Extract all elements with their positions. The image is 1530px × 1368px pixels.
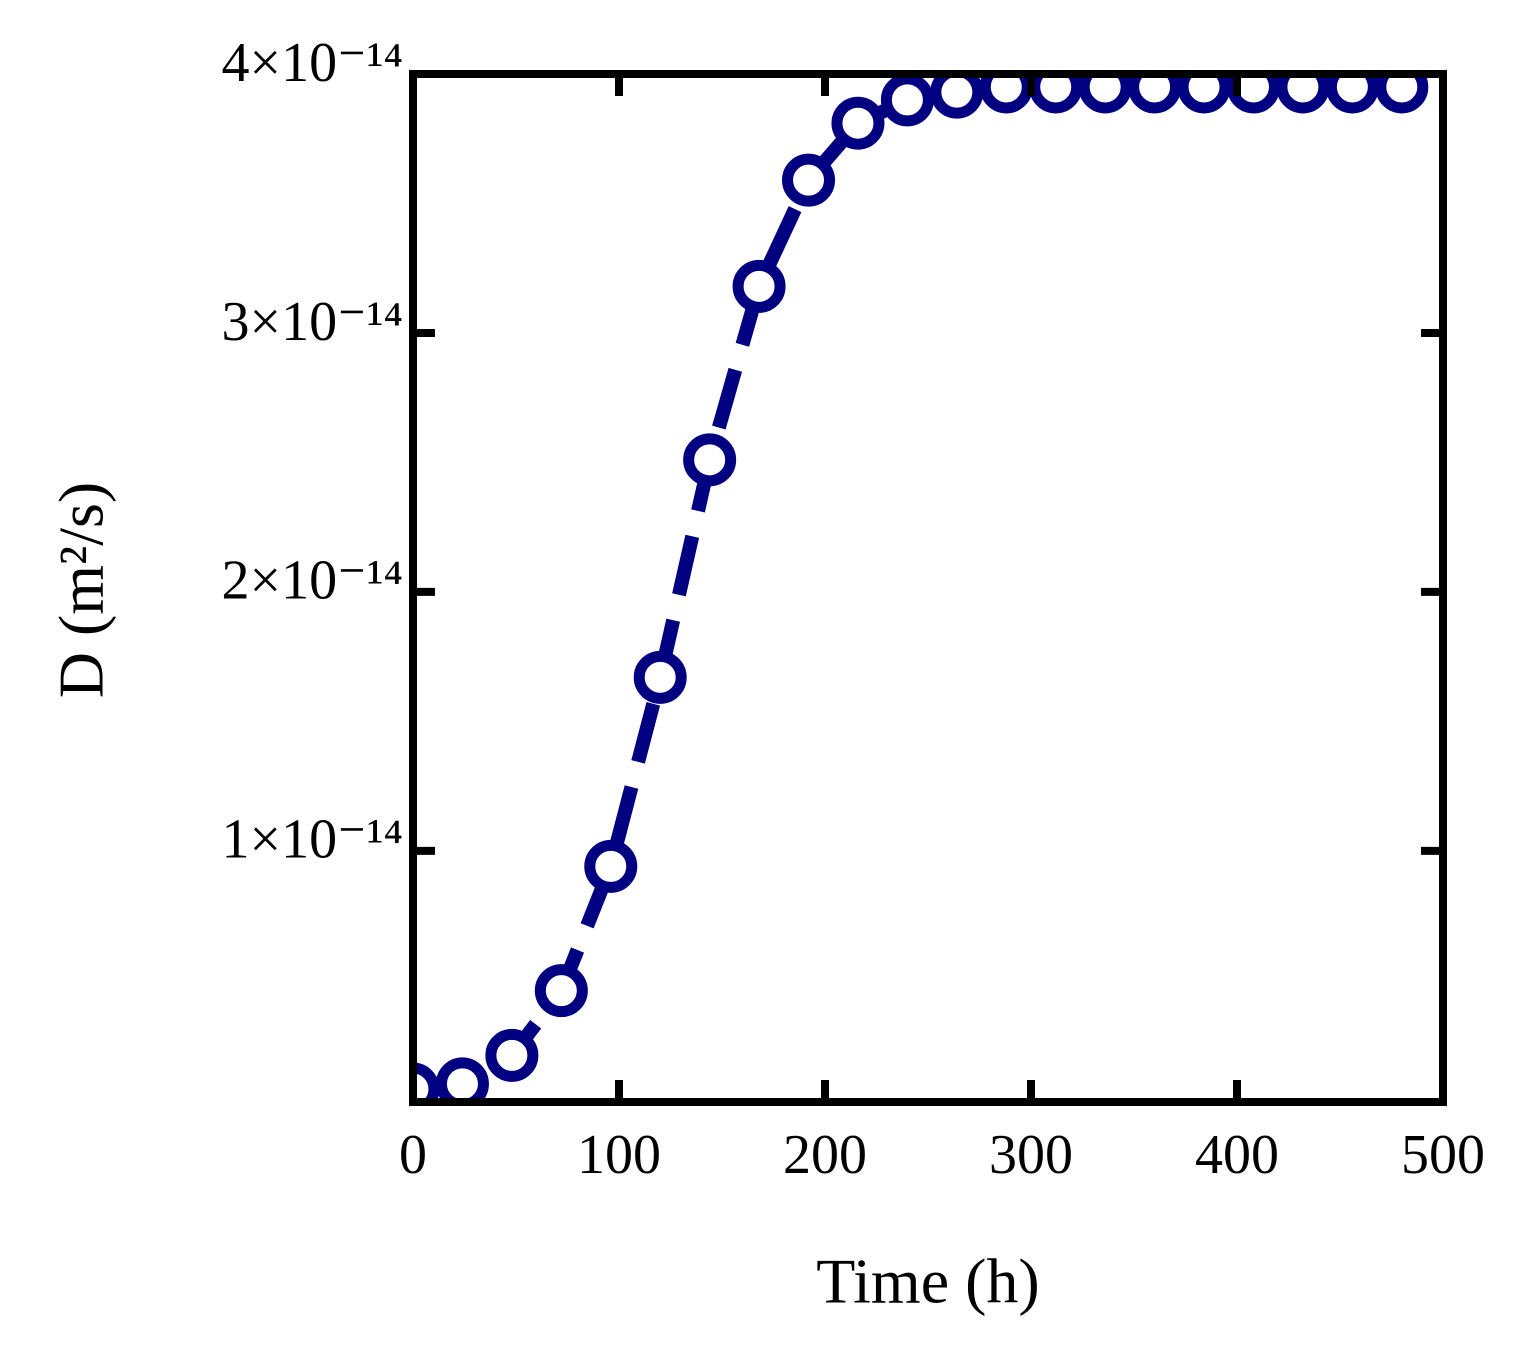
marker bbox=[1276, 74, 1330, 114]
marker bbox=[782, 153, 836, 207]
marker bbox=[683, 433, 737, 487]
x-axis-label: Time (h) bbox=[816, 1246, 1039, 1317]
marker bbox=[1375, 74, 1429, 114]
x-tick-label: 500 bbox=[1401, 1124, 1485, 1186]
x-tick-label: 400 bbox=[1195, 1124, 1279, 1186]
marker bbox=[534, 964, 588, 1018]
x-tick-label: 0 bbox=[399, 1124, 427, 1186]
marker bbox=[633, 650, 687, 704]
marker bbox=[413, 1062, 440, 1102]
data-line bbox=[413, 79, 1402, 1097]
marker bbox=[1325, 74, 1379, 114]
y-axis-label: D (m²/s) bbox=[46, 482, 117, 699]
marker bbox=[831, 96, 885, 150]
marker bbox=[930, 74, 984, 119]
marker bbox=[435, 1057, 489, 1102]
marker bbox=[584, 839, 638, 893]
x-tick-label: 300 bbox=[989, 1124, 1073, 1186]
y-tick-label: 2×10⁻¹⁴ bbox=[222, 550, 403, 612]
marker bbox=[1078, 74, 1132, 114]
x-tick-label: 200 bbox=[783, 1124, 867, 1186]
marker bbox=[1226, 74, 1280, 114]
plot-area bbox=[413, 74, 1429, 1102]
marker bbox=[880, 74, 934, 127]
y-tick-label: 4×10⁻¹⁴ bbox=[222, 32, 403, 94]
y-tick-label: 1×10⁻¹⁴ bbox=[222, 809, 403, 871]
y-tick-label: 3×10⁻¹⁴ bbox=[222, 291, 403, 353]
marker bbox=[1128, 74, 1182, 114]
marker bbox=[1177, 74, 1231, 114]
marker bbox=[485, 1028, 539, 1082]
marker bbox=[732, 259, 786, 313]
x-tick-label: 100 bbox=[577, 1124, 661, 1186]
plot-frame bbox=[409, 70, 1447, 1106]
